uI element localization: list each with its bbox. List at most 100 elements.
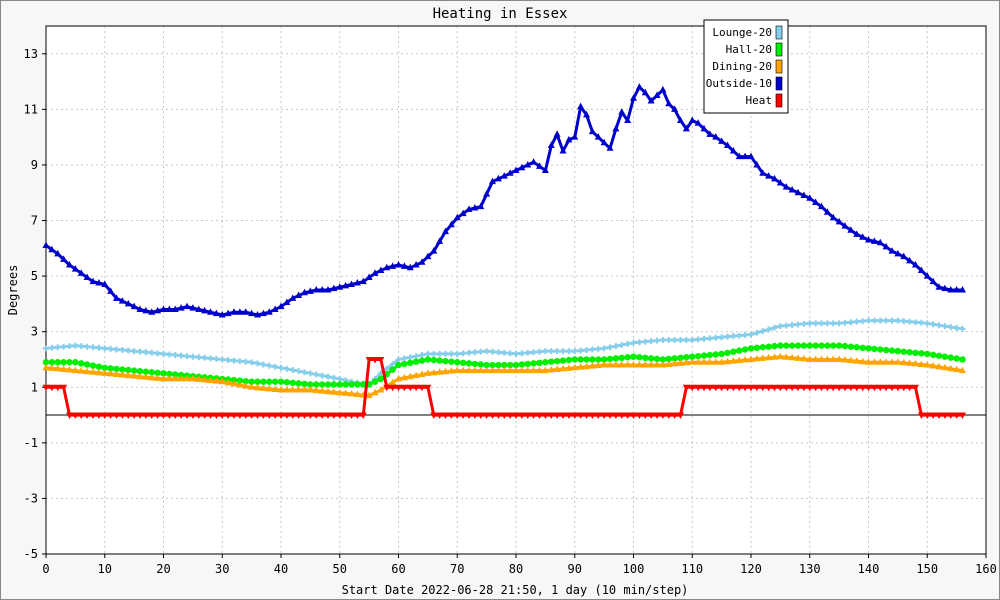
series-outside-10-point bbox=[212, 309, 220, 317]
series-lounge-20-point bbox=[701, 335, 707, 342]
y-axis-label: Degrees bbox=[6, 265, 20, 316]
series-dining-20-point bbox=[336, 388, 344, 396]
series-lounge-20-point bbox=[777, 323, 784, 330]
series-hall-20-point bbox=[683, 354, 690, 361]
series-outside-10-point bbox=[142, 306, 150, 314]
series-hall-20-point bbox=[236, 377, 244, 384]
series-dining-20-point bbox=[829, 355, 837, 362]
series-outside-10-point bbox=[724, 141, 731, 148]
series-outside-10-point bbox=[947, 286, 955, 293]
series-outside-10-point bbox=[518, 163, 526, 171]
series-outside-10-point bbox=[265, 308, 273, 315]
series-dining-20-point bbox=[712, 358, 720, 365]
series-hall-20-point bbox=[530, 360, 537, 367]
series-outside-10-point bbox=[60, 255, 68, 262]
x-tick-label: 130 bbox=[799, 562, 821, 576]
series-hall-20-point bbox=[72, 359, 79, 366]
x-tick-label: 140 bbox=[858, 562, 880, 576]
series-lounge-20-point bbox=[924, 320, 931, 327]
series-heat-point bbox=[459, 412, 467, 420]
series-heat-point bbox=[876, 384, 884, 392]
series-outside-10-point bbox=[254, 311, 261, 318]
series-heat-point bbox=[389, 384, 397, 392]
series-dining-20-point bbox=[800, 354, 808, 362]
series-outside-10-point bbox=[841, 222, 849, 229]
series-heat-point bbox=[700, 384, 708, 392]
series-dining-20-point bbox=[130, 372, 138, 379]
series-outside-10-point bbox=[929, 277, 937, 285]
series-lounge-20-point bbox=[60, 343, 67, 350]
series-dining-20-point bbox=[700, 358, 708, 365]
series-dining-20-point bbox=[753, 354, 761, 362]
series-outside-10-point bbox=[635, 83, 643, 90]
series-outside-10-point bbox=[113, 294, 120, 301]
series-heat-point bbox=[935, 412, 943, 420]
y-tick-label: 5 bbox=[31, 269, 38, 283]
series-outside-10-point bbox=[330, 284, 338, 292]
series-heat-point bbox=[882, 384, 890, 392]
series-heat-point bbox=[436, 412, 444, 420]
series-dining-20-point bbox=[747, 355, 755, 362]
series-dining-20-point bbox=[107, 369, 115, 377]
series-outside-10-point bbox=[406, 263, 414, 271]
series-hall-20-point bbox=[412, 358, 420, 365]
series-outside-10-point bbox=[888, 247, 896, 254]
series-heat-point bbox=[418, 384, 426, 392]
series-outside-10-point bbox=[765, 172, 773, 179]
series-lounge-20-point bbox=[883, 317, 890, 324]
series-heat-point bbox=[559, 412, 567, 420]
legend-label: Dining-20 bbox=[712, 60, 772, 73]
x-tick-label: 10 bbox=[98, 562, 112, 576]
series-heat-point bbox=[230, 412, 238, 420]
plot-border bbox=[45, 25, 987, 555]
series-heat-point bbox=[741, 384, 749, 392]
series-heat-point bbox=[254, 412, 261, 420]
series-hall-20-point bbox=[618, 354, 625, 362]
series-outside-10-point bbox=[424, 252, 432, 260]
series-heat-point bbox=[524, 412, 532, 420]
series-heat-point bbox=[929, 412, 937, 420]
series-lounge-20-point bbox=[612, 343, 619, 350]
series-hall-20-point bbox=[771, 342, 778, 350]
series-heat-point bbox=[95, 412, 103, 420]
series-lounge-20-point bbox=[818, 320, 825, 327]
series-heat-point bbox=[906, 384, 914, 392]
series-dining-20-point bbox=[218, 377, 226, 385]
series-heat-point bbox=[947, 412, 955, 420]
series-outside-10-point bbox=[688, 116, 696, 123]
series-heat-point bbox=[659, 412, 667, 420]
x-tick-label: 50 bbox=[333, 562, 347, 576]
series-dining-20-point bbox=[171, 374, 179, 382]
series-heat-point bbox=[489, 412, 496, 420]
series-dining-20-point bbox=[60, 365, 68, 372]
series-hall-20-point bbox=[888, 347, 896, 354]
series-lounge-20-point bbox=[189, 353, 196, 360]
series-dining-20-point bbox=[301, 386, 308, 393]
series-lounge-20-point bbox=[712, 334, 719, 341]
series-outside-10-point bbox=[782, 183, 790, 190]
series-heat-point bbox=[706, 384, 714, 392]
series-dining-20-point bbox=[236, 381, 244, 388]
series-dining-20-point bbox=[71, 366, 79, 374]
series-outside-10-point bbox=[89, 277, 97, 285]
legend-box bbox=[703, 19, 789, 114]
series-heat-point bbox=[342, 412, 350, 420]
series-hall-20-point bbox=[818, 342, 825, 349]
series-dining-20-point bbox=[312, 386, 320, 394]
series-heat-point bbox=[577, 412, 585, 420]
series-hall-20-point bbox=[277, 378, 285, 385]
series-heat-point bbox=[682, 384, 690, 392]
series-lounge-20-point bbox=[806, 320, 813, 327]
y-tick-label: 13 bbox=[24, 47, 38, 61]
series-outside-10-point bbox=[800, 191, 808, 199]
series-hall-20-point bbox=[266, 378, 273, 385]
series-heat-point bbox=[606, 412, 614, 420]
series-dining-20-point bbox=[647, 361, 655, 368]
series-outside-10-point bbox=[829, 213, 837, 221]
series-group bbox=[42, 83, 966, 420]
series-lounge-20-point bbox=[430, 350, 437, 357]
series-dining-20-point bbox=[365, 391, 373, 399]
series-hall-20-point bbox=[612, 355, 620, 362]
series-dining-20-point bbox=[600, 361, 608, 368]
series-heat-point bbox=[189, 412, 197, 420]
